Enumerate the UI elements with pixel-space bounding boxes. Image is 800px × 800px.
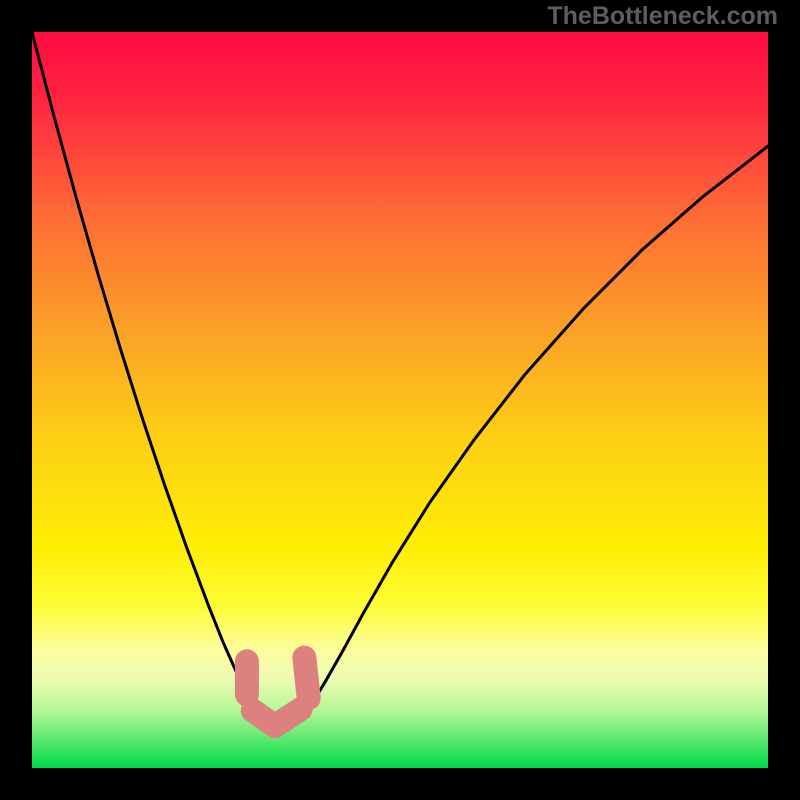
marker-group bbox=[247, 658, 309, 726]
bottleneck-curve bbox=[32, 32, 768, 724]
plot-area bbox=[32, 32, 768, 768]
watermark-text: TheBottleneck.com bbox=[547, 2, 778, 31]
marker-segment bbox=[304, 658, 308, 698]
chart-stage: TheBottleneck.com bbox=[0, 0, 800, 800]
marker-segment bbox=[253, 709, 301, 726]
curve-layer bbox=[32, 32, 768, 768]
